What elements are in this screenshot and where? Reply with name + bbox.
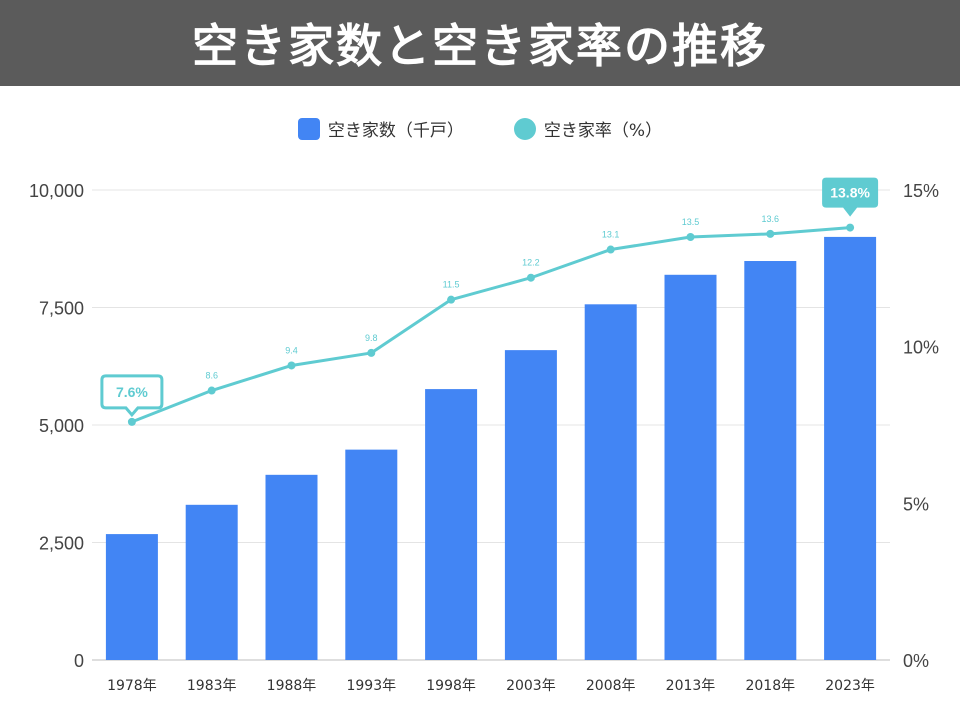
point-label: 13.8% <box>830 185 870 201</box>
callout-box <box>822 177 879 217</box>
legend-line-swatch-icon <box>513 117 536 140</box>
legend-item-line[interactable]: 空き家率（%） <box>513 116 663 141</box>
x-axis-tick-label: 1988年 <box>267 678 317 694</box>
bar <box>744 261 797 660</box>
legend-item-bars[interactable]: 空き家数（千戸） <box>297 116 464 141</box>
x-axis-tick-label: 1993年 <box>346 678 396 694</box>
bar <box>105 534 158 660</box>
rate-line: 7.6% 8.6 9.4 9.8 11.5 12.2 13.1 13.5 13.6 13.8% <box>100 177 879 426</box>
bar <box>824 236 877 660</box>
x-axis-ticks: 1978年 1983年 1988年 1993年 1998年 2003年 2008年 2013年… <box>107 678 875 694</box>
bar <box>265 474 318 660</box>
left-axis-ticks: 0 2,500 5,000 7,500 10,000 <box>29 181 84 671</box>
rate-point <box>526 273 535 282</box>
left-axis-tick-label: 7,500 <box>39 299 84 319</box>
left-axis-tick-label: 0 <box>74 651 84 671</box>
bar <box>504 350 557 660</box>
point-label: 11.5 <box>443 280 460 290</box>
chart-legend: 空き家数（千戸） 空き家率（%） <box>0 116 960 141</box>
x-axis-tick-label: 1978年 <box>107 678 157 694</box>
point-label: 12.2 <box>522 258 540 268</box>
rate-point <box>207 386 216 395</box>
left-axis-tick-label: 10,000 <box>29 181 84 201</box>
point-label: 13.1 <box>602 230 620 240</box>
right-axis-ticks: 0% 5% 10% 15% <box>903 181 939 671</box>
legend-bar-swatch-icon <box>297 117 320 140</box>
x-axis-tick-label: 2003年 <box>506 678 556 694</box>
bar <box>345 449 398 660</box>
rate-line-path <box>131 226 851 424</box>
x-axis-tick-label: 1983年 <box>187 678 237 694</box>
header-bar: 空き家数と空き家率の推移 <box>0 0 960 86</box>
rate-point <box>766 229 775 238</box>
point-label: 13.5 <box>682 217 700 227</box>
rate-point <box>606 245 615 254</box>
bar <box>584 304 637 660</box>
point-label: 13.6 <box>762 214 780 224</box>
x-axis-tick-label: 2008年 <box>586 678 636 694</box>
callout-box <box>100 374 164 418</box>
rate-point <box>367 348 376 357</box>
bar <box>185 504 238 660</box>
left-axis-tick-label: 2,500 <box>39 534 84 554</box>
x-axis-tick-label: 1998年 <box>426 678 476 694</box>
point-label: 7.6% <box>116 384 148 400</box>
right-axis-tick-label: 15% <box>903 181 939 201</box>
x-axis-tick-label: 2023年 <box>825 678 875 694</box>
rate-point <box>127 417 136 426</box>
x-axis-tick-label: 2013年 <box>666 678 716 694</box>
rate-point <box>846 223 855 232</box>
bars <box>105 236 877 660</box>
legend-line-label: 空き家率（%） <box>543 121 663 141</box>
point-label: 9.8 <box>365 333 378 343</box>
x-axis-tick-label: 2018年 <box>745 678 795 694</box>
page-title: 空き家数と空き家率の推移 <box>192 19 768 73</box>
right-axis-tick-label: 10% <box>903 338 939 358</box>
left-axis-tick-label: 5,000 <box>39 416 84 436</box>
bar <box>425 389 478 660</box>
rate-point <box>686 233 695 241</box>
point-label: 8.6 <box>205 371 218 381</box>
bar <box>664 274 717 660</box>
legend-bar-label: 空き家数（千戸） <box>327 121 464 141</box>
rate-point <box>287 361 296 370</box>
point-label: 9.4 <box>285 345 298 355</box>
right-axis-tick-label: 5% <box>903 494 929 514</box>
right-axis-tick-label: 0% <box>903 651 929 671</box>
rate-point <box>447 295 456 304</box>
